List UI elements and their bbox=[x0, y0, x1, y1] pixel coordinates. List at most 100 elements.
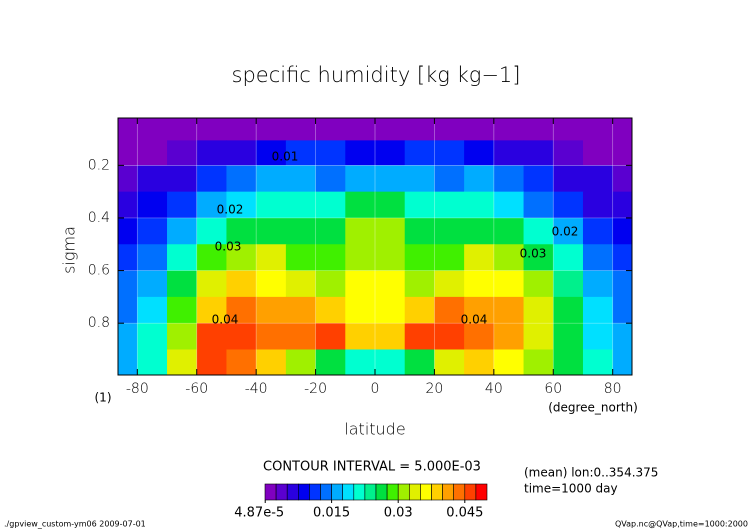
contour-cell bbox=[167, 217, 198, 245]
contour-cell bbox=[137, 140, 168, 166]
contour-cell bbox=[523, 165, 554, 193]
contour-cell bbox=[464, 296, 495, 324]
contour-cell bbox=[404, 140, 436, 166]
contour-cell bbox=[167, 270, 198, 298]
contour-cell bbox=[464, 270, 495, 298]
contour-cell bbox=[612, 296, 632, 324]
contour-cell bbox=[167, 118, 198, 141]
contour-cell bbox=[493, 191, 525, 219]
contour-cell bbox=[375, 140, 406, 166]
contour-label: 0.04 bbox=[212, 313, 239, 327]
colorbar-label: 0.015 bbox=[313, 506, 350, 521]
colorbar-label: 0.045 bbox=[446, 506, 483, 521]
contour-cell bbox=[375, 244, 406, 272]
contour-cell bbox=[118, 140, 138, 166]
contour-cell bbox=[256, 191, 287, 219]
contour-cell bbox=[167, 244, 198, 272]
colorbar-box bbox=[264, 483, 277, 501]
contour-cell bbox=[285, 165, 317, 193]
colorbar-box bbox=[364, 483, 377, 501]
contour-cell bbox=[404, 270, 436, 298]
contour-cell bbox=[167, 323, 198, 351]
y-axis-label: sigma bbox=[60, 226, 79, 274]
colorbar-box bbox=[442, 483, 455, 501]
colorbar-box bbox=[275, 483, 288, 501]
contour-cell bbox=[434, 323, 465, 351]
contour-cell bbox=[196, 118, 228, 141]
contour-cell bbox=[553, 349, 584, 375]
x-tick-label: -80 bbox=[126, 381, 149, 397]
contour-cell bbox=[493, 140, 525, 166]
contour-label: 0.03 bbox=[215, 240, 242, 254]
contour-cell bbox=[582, 296, 614, 324]
contour-cell bbox=[553, 118, 584, 141]
contour-cell bbox=[464, 165, 495, 193]
contour-cell bbox=[404, 118, 436, 141]
contour-cell bbox=[137, 217, 168, 245]
contour-cell bbox=[196, 349, 228, 375]
x-tick-label: -20 bbox=[304, 381, 327, 397]
colorbar-box bbox=[320, 483, 332, 501]
colorbar-box bbox=[464, 483, 477, 501]
y-tick-label: 0.2 bbox=[88, 157, 110, 173]
colorbar-box bbox=[431, 483, 443, 501]
contour-cell bbox=[612, 140, 632, 166]
contour-cell bbox=[137, 270, 168, 298]
contour-cell bbox=[582, 191, 614, 219]
contour-cell bbox=[523, 349, 554, 375]
y-tick-label: 0.6 bbox=[88, 263, 110, 279]
contour-cell bbox=[434, 270, 465, 298]
contour-cell bbox=[523, 217, 554, 245]
contour-cell bbox=[553, 140, 584, 166]
contour-label: 0.02 bbox=[217, 203, 244, 217]
contour-cell bbox=[285, 244, 317, 272]
contour-cell bbox=[226, 140, 257, 166]
contour-cell bbox=[118, 165, 138, 193]
contour-cell bbox=[118, 118, 138, 141]
contour-cell bbox=[464, 140, 495, 166]
contour-cell bbox=[434, 217, 465, 245]
contour-cell bbox=[434, 165, 465, 193]
contour-cell bbox=[612, 165, 632, 193]
colorbar-label: 4.87e-5 bbox=[234, 506, 284, 521]
contour-cell bbox=[256, 140, 287, 166]
contour-cell bbox=[375, 270, 406, 298]
contour-cell bbox=[493, 165, 525, 193]
x-tick-label: 20 bbox=[426, 381, 444, 397]
contour-cell bbox=[434, 191, 465, 219]
contour-cell bbox=[118, 270, 138, 298]
contour-cell bbox=[345, 165, 376, 193]
x-tick-label: -60 bbox=[185, 381, 208, 397]
colorbar-box bbox=[353, 483, 366, 501]
chart-title: specific humidity [kg kg−1] bbox=[232, 63, 521, 87]
contour-cell bbox=[167, 165, 198, 193]
contour-cell bbox=[464, 349, 495, 375]
contour-cell bbox=[285, 191, 317, 219]
contour-cell bbox=[315, 244, 346, 272]
contour-cell bbox=[464, 323, 495, 351]
contour-cell bbox=[493, 244, 525, 272]
contour-cell bbox=[137, 191, 168, 219]
contour-cell bbox=[404, 191, 436, 219]
contour-cell bbox=[196, 217, 228, 245]
colorbar-box bbox=[297, 483, 310, 501]
contour-cell bbox=[226, 349, 257, 375]
contour-cell bbox=[582, 270, 614, 298]
contour-cell bbox=[137, 323, 168, 351]
contour-cell bbox=[553, 244, 584, 272]
contour-cell bbox=[434, 140, 465, 166]
contour-cell bbox=[434, 349, 465, 375]
contour-cell bbox=[404, 323, 436, 351]
contour-cell bbox=[404, 217, 436, 245]
contour-label: 0.04 bbox=[461, 313, 488, 327]
contour-cell bbox=[196, 140, 228, 166]
contour-cell bbox=[285, 270, 317, 298]
contour-cell bbox=[315, 140, 346, 166]
contour-cell bbox=[582, 217, 614, 245]
colorbar-box bbox=[475, 483, 488, 501]
contour-cell bbox=[285, 118, 317, 141]
contour-cell bbox=[226, 191, 257, 219]
x-tick-label: -40 bbox=[245, 381, 268, 397]
contour-cell bbox=[315, 165, 346, 193]
